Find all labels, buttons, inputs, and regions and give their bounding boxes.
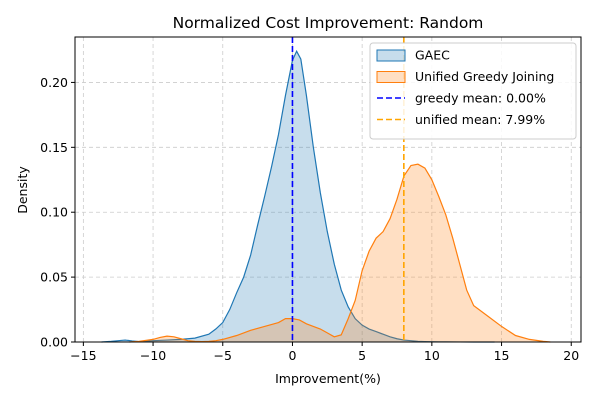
legend-label-0: GAEC [415,48,450,63]
ticks: −15 −10 −5 0 5 10 15 20 0.00 0.05 0.10 0.15 0.20 [40,75,579,363]
x-tick-label: −5 [214,348,232,363]
x-tick-label: −10 [140,348,166,363]
y-tick-label: 0.20 [40,75,68,90]
density-area-0 [101,51,495,342]
legend-label-3: unified mean: 7.99% [415,112,545,127]
y-tick-label: 0.00 [40,335,68,350]
x-axis-label: Improvement(%) [275,371,381,386]
plot-frame [74,36,582,343]
x-tick-label: 0 [288,348,296,363]
y-axis-label: Density [15,166,30,214]
legend-swatch-0 [376,49,406,62]
y-tick-label: 0.05 [40,270,68,285]
x-tick-label: 10 [424,348,440,363]
density-area-1 [129,164,551,342]
x-tick-label: 5 [358,348,366,363]
legend-label-1: Unified Greedy Joining [415,69,554,84]
y-tick-label: 0.10 [40,205,68,220]
legend: GAEC Unified Greedy Joining greedy mean: 0… [369,42,577,140]
legend-label-2: greedy mean: 0.00% [415,91,546,106]
legend-box [369,42,577,140]
x-tick-label: 20 [563,348,579,363]
chart-title: Normalized Cost Improvement: Random [173,14,484,32]
legend-swatch-1 [376,71,406,83]
y-tick-label: 0.15 [40,140,68,155]
density-line-1 [129,163,551,343]
x-tick-label: 15 [494,348,510,363]
x-tick-label: −15 [70,348,96,363]
